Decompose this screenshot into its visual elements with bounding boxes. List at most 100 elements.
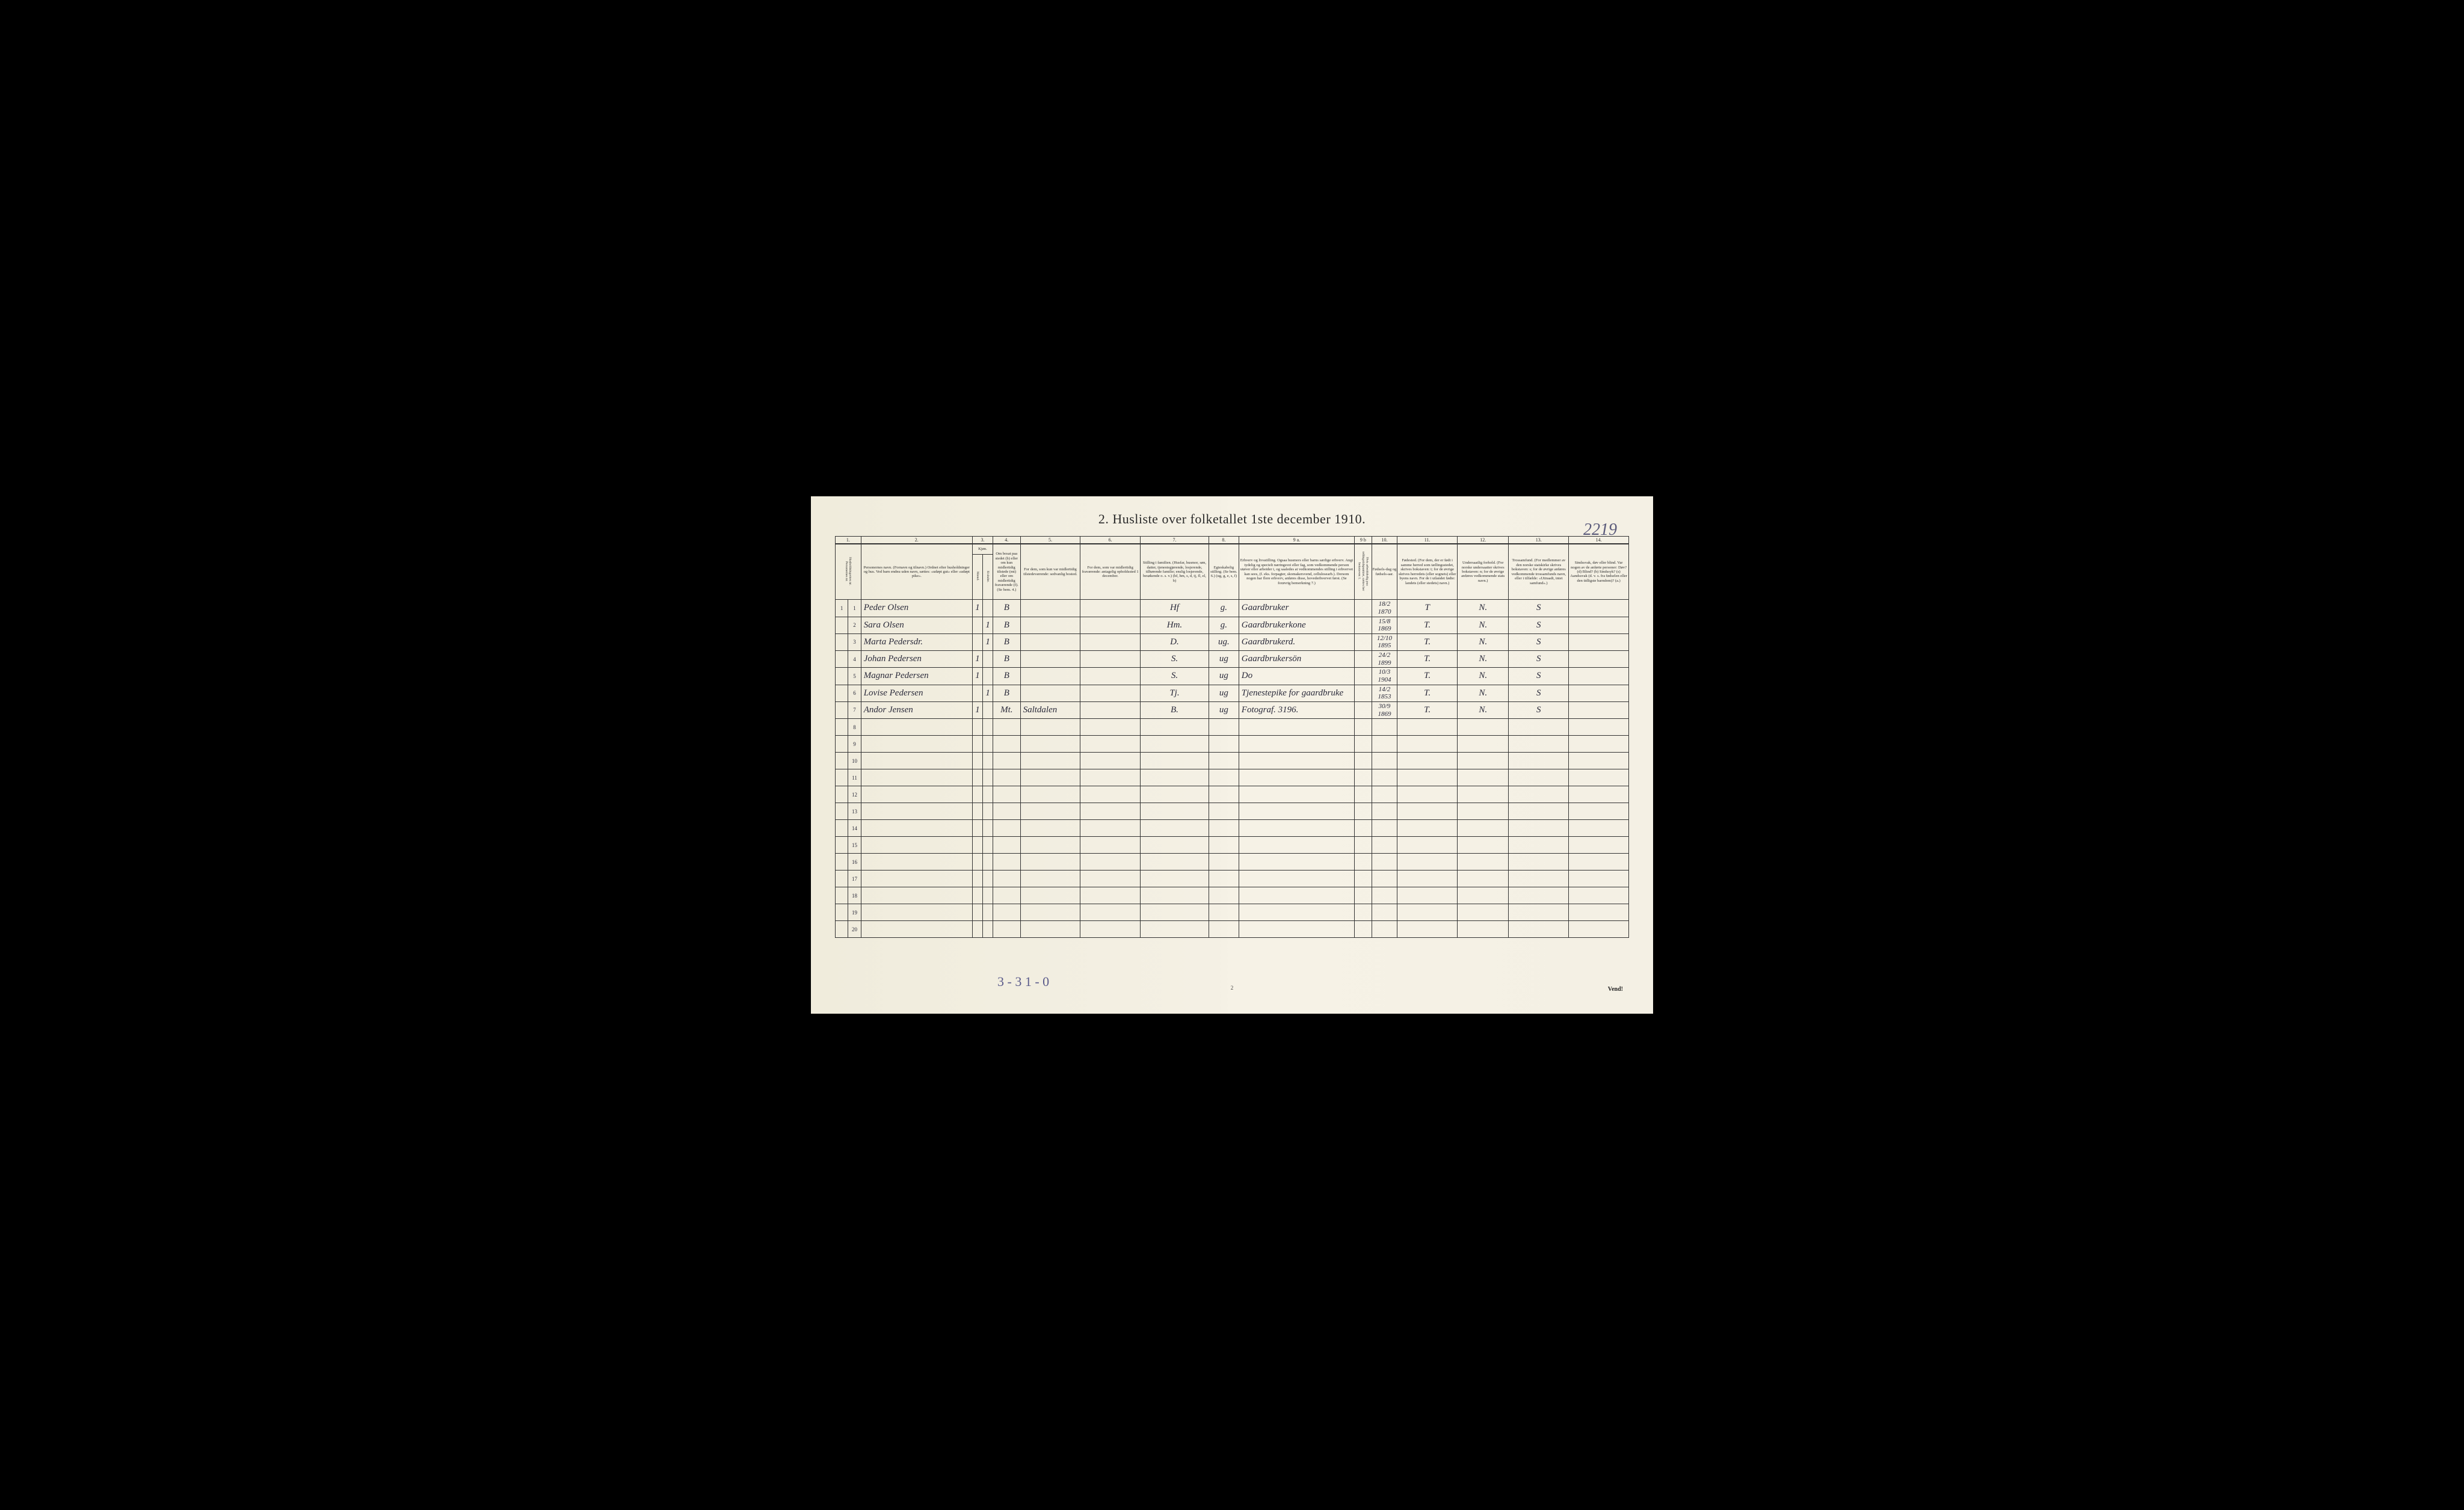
cell-5 xyxy=(1020,719,1080,736)
cell-4 xyxy=(993,871,1021,887)
cell-6 xyxy=(1080,753,1141,769)
col-num-6: 6. xyxy=(1080,537,1141,544)
cell-10 xyxy=(1372,803,1397,820)
table-row: 15 xyxy=(836,837,1629,854)
cell-14 xyxy=(1569,633,1629,650)
cell-5 xyxy=(1020,786,1080,803)
cell-9a xyxy=(1239,719,1354,736)
page-number-handwritten: 2219 xyxy=(1583,520,1617,540)
cell-12: N. xyxy=(1458,651,1509,668)
cell-11: T xyxy=(1397,600,1458,617)
cell-m xyxy=(972,719,982,736)
cell-9b xyxy=(1355,701,1372,718)
cell-9a: Gaardbruker xyxy=(1239,600,1354,617)
cell-name xyxy=(861,837,972,854)
cell-4 xyxy=(993,736,1021,753)
cell-12 xyxy=(1458,769,1509,786)
cell-9a xyxy=(1239,887,1354,904)
cell-9a xyxy=(1239,871,1354,887)
cell-m xyxy=(972,904,982,921)
cell-4 xyxy=(993,921,1021,938)
cell-13: S xyxy=(1509,600,1569,617)
cell-11 xyxy=(1397,854,1458,871)
cell-hh xyxy=(836,854,848,871)
cell-10 xyxy=(1372,736,1397,753)
table-row: 6 Lovise Pedersen 1 B Tj. ug Tjenestepik… xyxy=(836,685,1629,701)
cell-11 xyxy=(1397,769,1458,786)
cell-9a xyxy=(1239,854,1354,871)
cell-11 xyxy=(1397,887,1458,904)
cell-8 xyxy=(1209,753,1239,769)
cell-14 xyxy=(1569,803,1629,820)
hdr-col11: Fødested. (For dem, der er født i samme … xyxy=(1397,544,1458,600)
cell-6 xyxy=(1080,651,1141,668)
col-num-4: 4. xyxy=(993,537,1021,544)
cell-hh xyxy=(836,769,848,786)
hdr-col9b: Hvis arbeidsledig paa tellingstidspunkte… xyxy=(1355,544,1372,600)
cell-14 xyxy=(1569,685,1629,701)
cell-8 xyxy=(1209,854,1239,871)
cell-14 xyxy=(1569,701,1629,718)
cell-9b xyxy=(1355,651,1372,668)
hdr-col14: Sindssvak, døv eller blind. Var nogen av… xyxy=(1569,544,1629,600)
cell-hh xyxy=(836,820,848,837)
cell-m xyxy=(972,736,982,753)
cell-14 xyxy=(1569,871,1629,887)
cell-14 xyxy=(1569,736,1629,753)
cell-4 xyxy=(993,904,1021,921)
cell-10 xyxy=(1372,769,1397,786)
bottom-annotation: 3 - 3 1 - 0 xyxy=(997,974,1049,990)
cell-10 xyxy=(1372,871,1397,887)
table-row: 9 xyxy=(836,736,1629,753)
cell-6 xyxy=(1080,820,1141,837)
cell-12: N. xyxy=(1458,617,1509,633)
cell-name xyxy=(861,769,972,786)
cell-13: S xyxy=(1509,685,1569,701)
cell-4: Mt. xyxy=(993,701,1021,718)
cell-name xyxy=(861,753,972,769)
hdr-col1: Husholdningernes nr. Personernes nr. xyxy=(836,544,861,600)
cell-9b xyxy=(1355,633,1372,650)
cell-9b xyxy=(1355,887,1372,904)
cell-10 xyxy=(1372,887,1397,904)
cell-name: Peder Olsen xyxy=(861,600,972,617)
cell-pn: 1 xyxy=(848,600,861,617)
cell-7 xyxy=(1141,904,1209,921)
cell-11: T. xyxy=(1397,617,1458,633)
cell-5: Saltdalen xyxy=(1020,701,1080,718)
cell-8 xyxy=(1209,719,1239,736)
cell-14 xyxy=(1569,600,1629,617)
cell-14 xyxy=(1569,651,1629,668)
cell-4 xyxy=(993,854,1021,871)
cell-name: Marta Pedersdr. xyxy=(861,633,972,650)
cell-6 xyxy=(1080,685,1141,701)
cell-8: ug xyxy=(1209,701,1239,718)
cell-9b xyxy=(1355,617,1372,633)
cell-m xyxy=(972,921,982,938)
cell-k xyxy=(982,803,993,820)
page-title: 2. Husliste over folketallet 1ste decemb… xyxy=(811,496,1653,527)
cell-12: N. xyxy=(1458,685,1509,701)
cell-12 xyxy=(1458,837,1509,854)
cell-m xyxy=(972,820,982,837)
cell-hh xyxy=(836,736,848,753)
cell-k xyxy=(982,820,993,837)
cell-m xyxy=(972,786,982,803)
cell-8: g. xyxy=(1209,600,1239,617)
cell-13 xyxy=(1509,887,1569,904)
vend-label: Vend! xyxy=(1608,986,1623,993)
hdr-col5: For dem, som kun var midlertidig tilsted… xyxy=(1020,544,1080,600)
cell-8: ug xyxy=(1209,685,1239,701)
cell-14 xyxy=(1569,617,1629,633)
cell-13 xyxy=(1509,837,1569,854)
cell-4 xyxy=(993,837,1021,854)
cell-pn: 7 xyxy=(848,701,861,718)
cell-7 xyxy=(1141,820,1209,837)
cell-9b xyxy=(1355,837,1372,854)
cell-hh xyxy=(836,803,848,820)
cell-m xyxy=(972,617,982,633)
table-row: 1 1 Peder Olsen 1 B Hf g. Gaardbruker 18… xyxy=(836,600,1629,617)
cell-6 xyxy=(1080,837,1141,854)
table-row: 11 xyxy=(836,769,1629,786)
cell-9b xyxy=(1355,871,1372,887)
